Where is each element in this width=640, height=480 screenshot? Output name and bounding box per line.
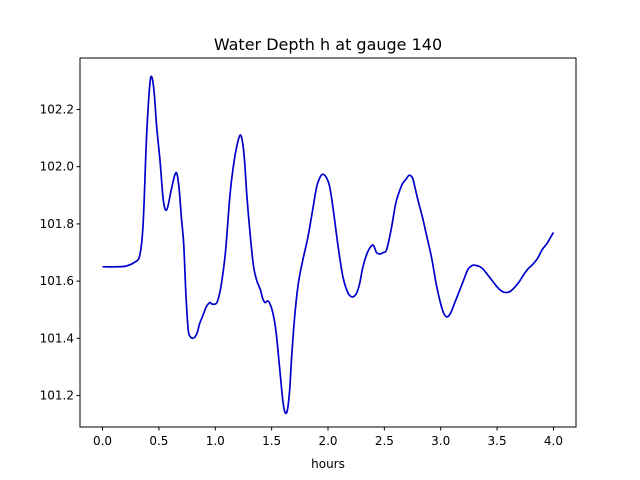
y-tick-label: 102.0 xyxy=(40,160,74,174)
x-tick-label: 3.0 xyxy=(431,434,450,448)
y-tick-label: 101.8 xyxy=(40,217,74,231)
y-tick-label: 102.2 xyxy=(40,102,74,116)
x-tick-label: 1.5 xyxy=(262,434,281,448)
series-line xyxy=(102,75,555,415)
x-axis-label: hours xyxy=(311,457,345,471)
y-tick-label: 101.4 xyxy=(40,331,74,345)
y-tick-label: 101.6 xyxy=(40,274,74,288)
y-tick-label: 101.2 xyxy=(40,389,74,403)
y-axis: 101.2 101.4 101.6 101.8 102.0 102.2 xyxy=(40,102,80,403)
x-tick-label: 2.0 xyxy=(318,434,337,448)
x-tick-label: 0.0 xyxy=(93,434,112,448)
chart-title: Water Depth h at gauge 140 xyxy=(214,35,442,54)
x-tick-label: 0.5 xyxy=(149,434,168,448)
x-axis: 0.0 0.5 1.0 1.5 2.0 2.5 3.0 3.5 4.0 xyxy=(93,427,563,448)
x-tick-label: 1.0 xyxy=(206,434,225,448)
x-tick-label: 2.5 xyxy=(375,434,394,448)
x-tick-label: 3.5 xyxy=(488,434,507,448)
x-tick-label: 4.0 xyxy=(544,434,563,448)
plot-area-frame xyxy=(79,57,577,428)
